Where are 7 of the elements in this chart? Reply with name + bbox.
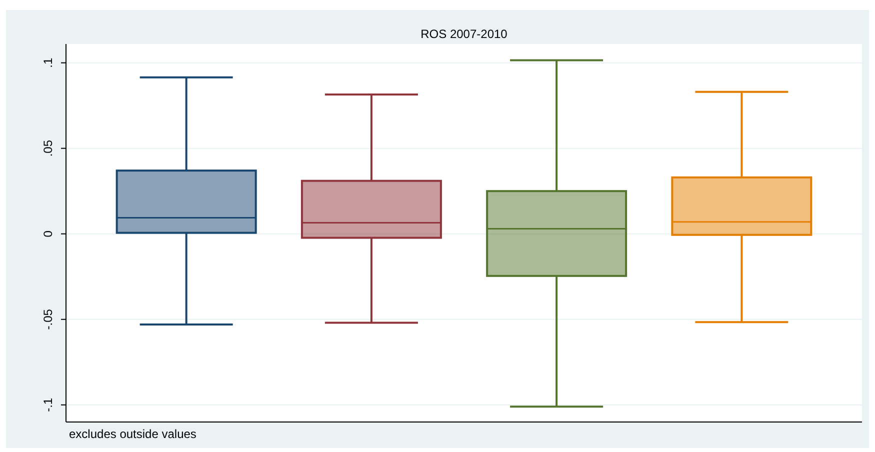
chart-title: ROS 2007-2010 bbox=[420, 27, 508, 41]
y-tick-label: -.1 bbox=[41, 398, 55, 412]
y-tick-label: .1 bbox=[41, 57, 55, 68]
text: excludes outside values bbox=[69, 427, 196, 441]
y-tick-label: 0 bbox=[41, 230, 55, 238]
y-tick-label: -.05 bbox=[41, 308, 55, 330]
y-tick-label: .05 bbox=[41, 140, 55, 157]
